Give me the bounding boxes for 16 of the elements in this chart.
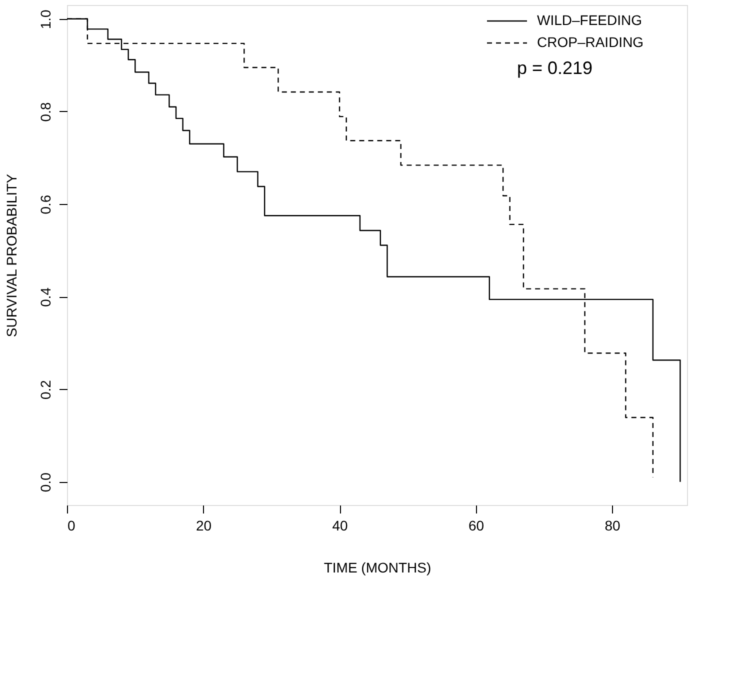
- x-axis-title: TIME (MONTHS): [324, 560, 432, 576]
- x-tick-label: 40: [332, 518, 348, 534]
- annotation: p = 0.219: [517, 58, 593, 78]
- y-tick-label: 0.0: [38, 472, 54, 492]
- y-tick-label: 0.6: [38, 194, 54, 214]
- y-tick-label: 0.4: [38, 287, 54, 307]
- x-tick-label: 80: [604, 518, 621, 534]
- y-tick-label: 1.0: [38, 9, 54, 30]
- y-tick-label: 0.8: [38, 102, 54, 122]
- x-tick-label: 20: [196, 518, 212, 534]
- legend-label: CROP–RAIDING: [537, 34, 644, 50]
- x-tick-label: 60: [468, 518, 484, 534]
- x-tick-label: 0: [68, 518, 76, 534]
- y-tick-label: 0.2: [38, 380, 54, 400]
- legend-label: WILD–FEEDING: [537, 12, 642, 28]
- y-axis-title: SURVIVAL PROBABILITY: [4, 173, 20, 338]
